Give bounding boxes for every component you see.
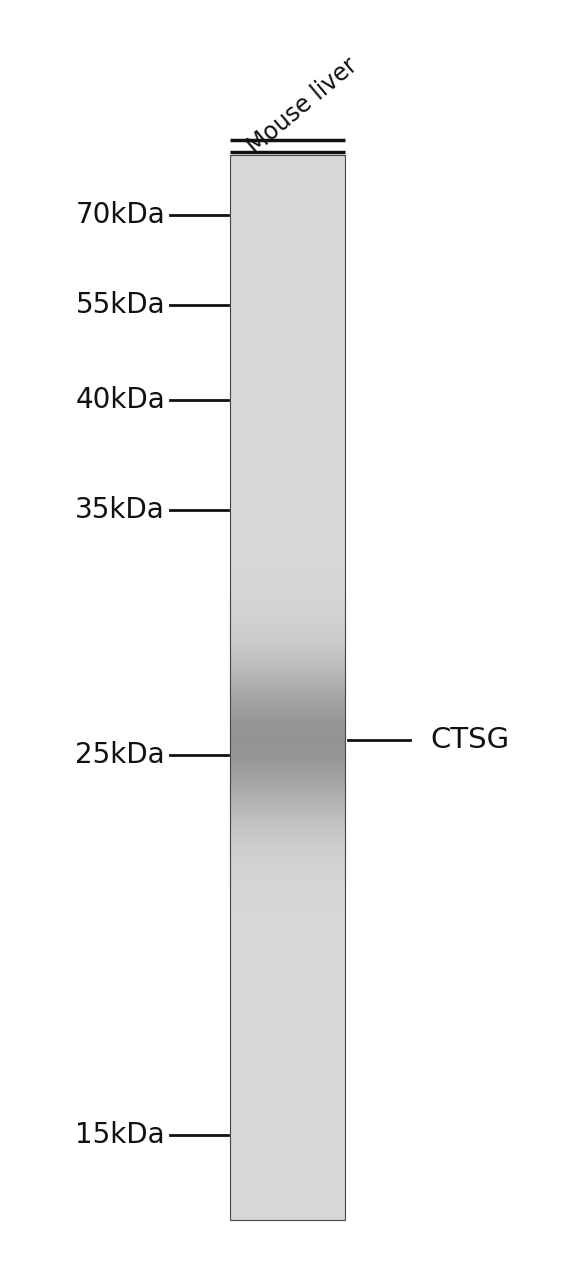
Text: 55kDa: 55kDa — [75, 291, 165, 319]
Bar — [230, 155, 345, 1220]
Text: 40kDa: 40kDa — [75, 387, 165, 413]
Text: 25kDa: 25kDa — [75, 741, 165, 769]
Text: 35kDa: 35kDa — [75, 495, 165, 524]
Text: 15kDa: 15kDa — [75, 1121, 165, 1149]
Text: CTSG: CTSG — [430, 726, 509, 754]
Text: 70kDa: 70kDa — [75, 201, 165, 229]
Text: Mouse liver: Mouse liver — [243, 52, 362, 159]
